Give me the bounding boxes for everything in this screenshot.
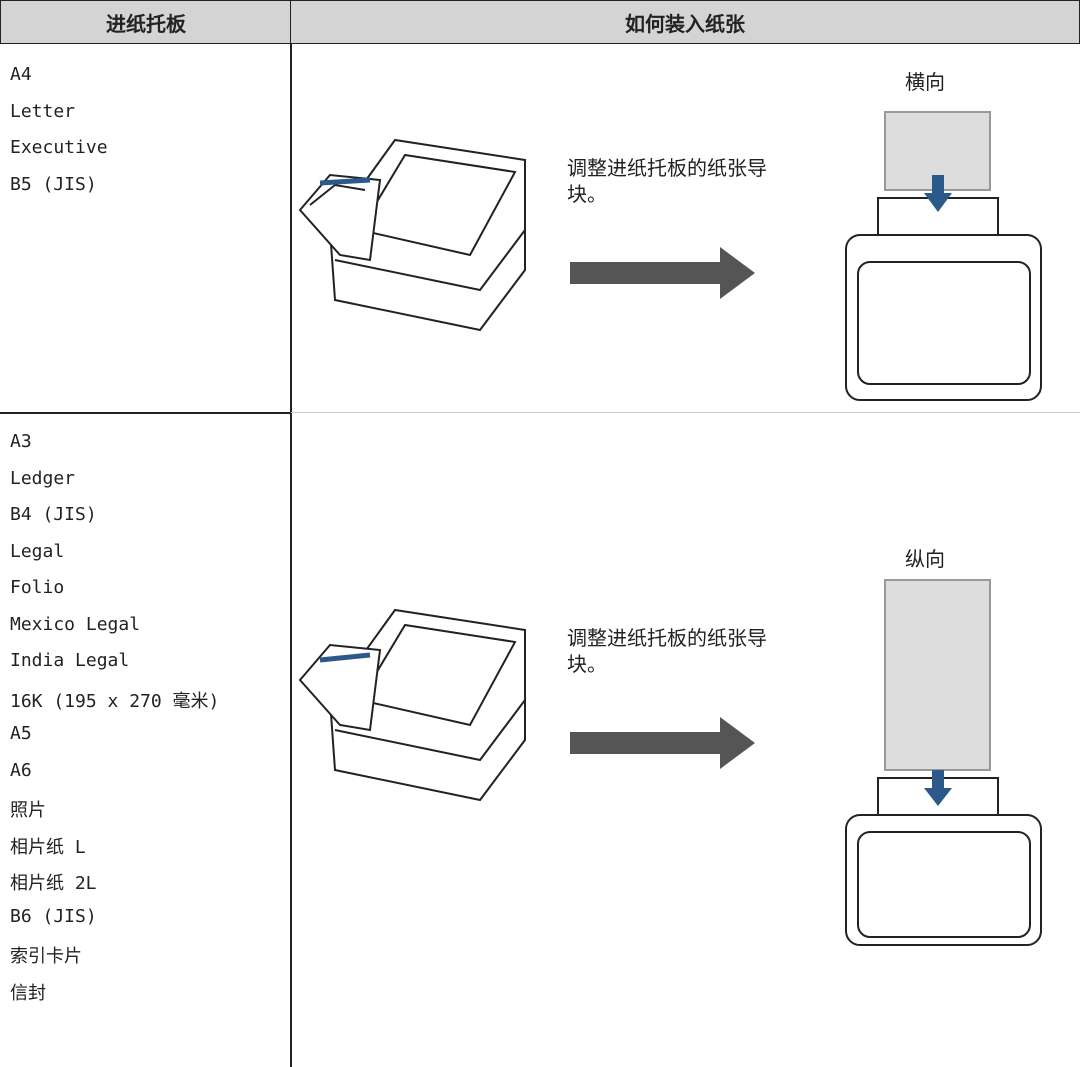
paper-size: Mexico Legal [10,613,141,635]
paper-size: B5 (JIS) [10,173,97,195]
paper-size: India Legal [10,650,130,671]
row-divider [0,412,291,414]
paper-size: A3 [10,431,32,452]
paper-size: 索引卡片 [10,946,82,967]
orientation: 纵向 [905,547,945,571]
instruction: 调整进纸托板的纸张导块。 [567,156,767,206]
direction-arrow [570,247,755,769]
paper-size: 相片纸 2L [10,873,97,894]
paper-size: A5 [10,723,32,744]
paper-size: B4 (JIS) [10,504,97,525]
guide-arrow [319,177,371,186]
paper-size: 照片 [10,800,46,821]
header-cell: 进纸托板 [0,0,292,44]
paper-size: B6 (JIS) [10,905,97,927]
tray-illustration [845,111,1042,946]
insert-arrow [924,175,952,806]
paper-size: Folio [10,577,65,598]
paper-size: Executive [10,137,108,158]
column-divider [290,44,292,1067]
paper-size: A4 [10,64,32,85]
row-divider [291,412,1080,413]
guide-arrow [319,652,371,663]
header-cell: 如何装入纸张 [290,0,1080,44]
paper-size: A6 [10,759,32,781]
instruction: 调整进纸托板的纸张导块。 [567,626,767,676]
paper-size: 16K (195 x 270 毫米) [10,690,220,712]
paper-size: 信封 [10,982,46,1004]
paper-size: Legal [10,540,65,562]
paper-size: 相片纸 L [10,836,86,858]
paper-size: Ledger [10,467,76,489]
paper-size: Letter [10,100,76,122]
printer-illustration [298,138,526,802]
orientation: 横向 [905,70,945,94]
